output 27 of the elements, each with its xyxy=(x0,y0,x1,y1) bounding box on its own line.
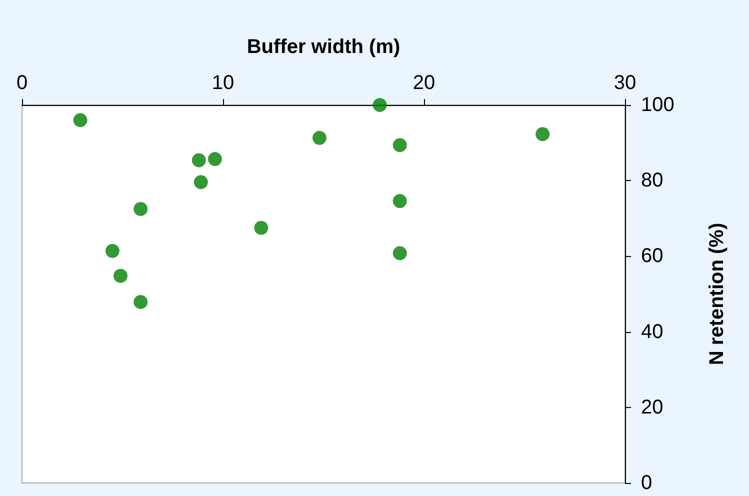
point xyxy=(114,268,128,283)
y-tick-label: 0 xyxy=(641,472,652,494)
point xyxy=(192,153,206,168)
point xyxy=(194,175,208,190)
point xyxy=(392,246,407,260)
point xyxy=(208,152,222,166)
x-tick-label: 10 xyxy=(212,72,234,94)
point xyxy=(392,194,407,208)
point xyxy=(392,138,407,152)
x-tick-label: 0 xyxy=(16,72,28,94)
x-tick-label: 30 xyxy=(614,72,636,94)
point xyxy=(105,244,120,258)
y-tick-label: 20 xyxy=(641,396,664,418)
point xyxy=(134,294,148,309)
x-axis-title: Buffer width (m) xyxy=(246,36,400,58)
point xyxy=(254,220,268,235)
y-tick-label: 40 xyxy=(641,320,664,343)
y-tick-label: 100 xyxy=(641,94,674,116)
point xyxy=(536,127,550,142)
x-tick-label: 20 xyxy=(412,72,436,94)
point xyxy=(372,98,387,112)
point xyxy=(312,130,326,145)
y-tick-label: 80 xyxy=(641,170,664,192)
y-tick-label: 60 xyxy=(641,245,664,268)
y-axis-title: N retention (%) xyxy=(706,222,728,366)
point xyxy=(134,202,148,216)
point xyxy=(73,113,88,128)
